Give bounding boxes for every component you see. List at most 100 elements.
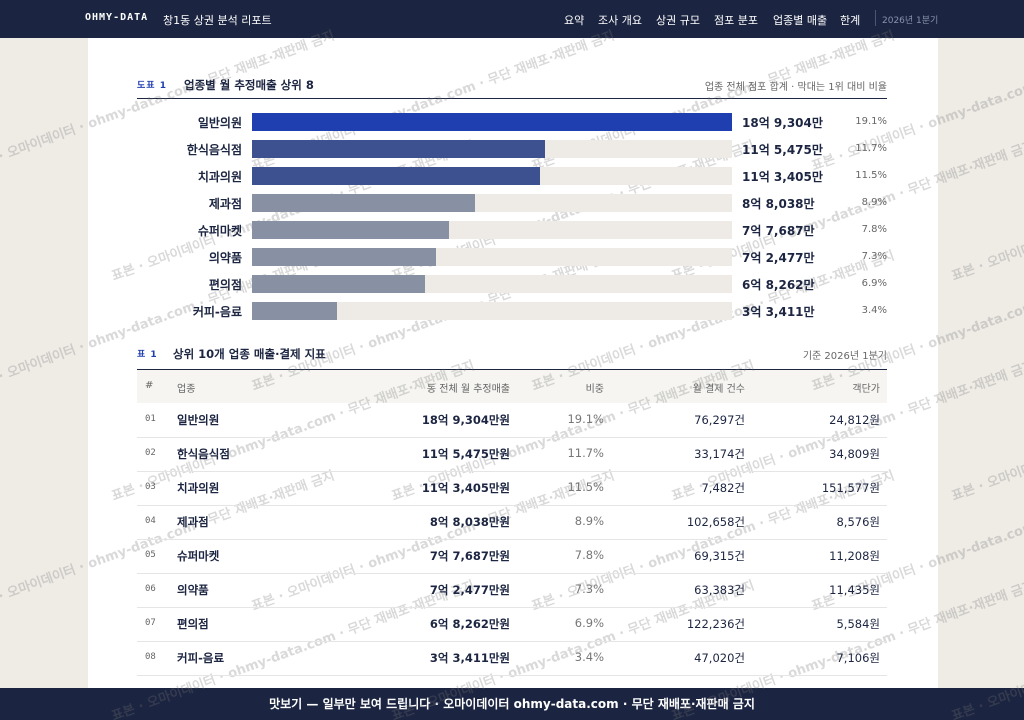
table-cell: 제과점 <box>177 515 209 529</box>
bar-track <box>252 302 732 320</box>
share-label: 7.8% <box>861 224 887 235</box>
report-title: 창1동 상권 분석 리포트 <box>163 14 272 27</box>
table-cell: 24,812원 <box>829 413 880 427</box>
table-cell: 7.3% <box>574 582 604 596</box>
table-cell: 7억 7,687만원 <box>429 549 510 563</box>
value-label: 11억 5,475만 <box>742 143 823 157</box>
table-cell: 34,809원 <box>829 447 880 461</box>
share-label: 11.5% <box>855 170 887 181</box>
column-header: # <box>145 380 154 391</box>
share-label: 6.9% <box>861 278 887 289</box>
table-cell: 47,020건 <box>694 651 745 665</box>
table-cell: 커피-음료 <box>177 651 225 665</box>
table-cell: 치과의원 <box>177 481 220 495</box>
period: 2026년 1분기 <box>882 16 939 26</box>
bar-label: 제과점 <box>208 197 242 211</box>
table-cell: 63,383건 <box>694 583 745 597</box>
watermark: 표본 · 오마이데이터 · ohmy-data.com · 무단 재배포·재판매… <box>949 138 1024 285</box>
column-header: 업종 <box>177 384 196 395</box>
table-cell: 11.7% <box>567 446 604 460</box>
table-cell: 8억 8,038만원 <box>429 515 510 529</box>
figure-tag: 도표 1 <box>137 81 167 91</box>
nav-link[interactable]: 상권 규모 <box>656 14 700 27</box>
value-label: 11억 3,405만 <box>742 170 823 184</box>
bar <box>252 275 426 293</box>
table-cell: 7억 2,477만원 <box>429 583 510 597</box>
table-header <box>137 369 887 403</box>
table-cell: 69,315건 <box>694 549 745 563</box>
table-cell: 3.4% <box>574 650 604 664</box>
table-cell: 11억 3,405만원 <box>421 481 510 495</box>
top-bar: OHMY-DATA 창1동 상권 분석 리포트 2026년 1분기 요약 조사 개… <box>0 0 1024 38</box>
bar-label: 치과의원 <box>197 170 242 184</box>
separator <box>875 10 876 26</box>
bar <box>252 167 540 185</box>
nav-link[interactable]: 한계 <box>840 14 861 27</box>
row-divider <box>137 471 887 472</box>
row-number: 03 <box>145 482 156 492</box>
table-cell: 7,482건 <box>701 481 745 495</box>
nav-link[interactable]: 업종별 매출 <box>773 14 828 27</box>
table-cell: 122,236건 <box>686 617 745 631</box>
row-divider <box>137 573 887 574</box>
table-cell: 102,658건 <box>686 515 745 529</box>
table-title: 상위 10개 업종 매출·결제 지표 <box>173 347 326 361</box>
share-label: 8.9% <box>861 197 887 208</box>
brand[interactable]: OHMY-DATA <box>85 12 149 23</box>
bar <box>252 221 449 239</box>
bar <box>252 194 476 212</box>
row-divider <box>137 675 887 676</box>
table-tag: 표 1 <box>137 350 158 360</box>
table-cell: 편의점 <box>177 617 209 631</box>
bar-label: 편의점 <box>208 278 242 292</box>
figure-title: 업종별 월 추정매출 상위 8 <box>184 78 314 92</box>
nav-link[interactable]: 조사 개요 <box>598 14 642 27</box>
bar-track <box>252 194 732 212</box>
share-label: 7.3% <box>861 251 887 262</box>
row-number: 02 <box>145 448 156 458</box>
table-cell: 슈퍼마켓 <box>177 549 220 563</box>
bar-track <box>252 248 732 266</box>
table-cell: 11.5% <box>567 480 604 494</box>
table-cell: 11,208원 <box>829 549 880 563</box>
row-number: 01 <box>145 414 156 424</box>
table-cell: 5,584원 <box>836 617 880 631</box>
share-label: 19.1% <box>855 116 887 127</box>
table-cell: 6억 8,262만원 <box>429 617 510 631</box>
row-number: 06 <box>145 584 156 594</box>
table-note: 기준 2026년 1분기 <box>802 351 887 362</box>
value-label: 18억 9,304만 <box>742 116 823 130</box>
bar <box>252 248 436 266</box>
table-cell: 11억 5,475만원 <box>421 447 510 461</box>
nav-link[interactable]: 요약 <box>564 14 585 27</box>
share-label: 11.7% <box>855 143 887 154</box>
bar-track <box>252 113 732 131</box>
table-cell: 7.8% <box>574 548 604 562</box>
table-cell: 8.9% <box>574 514 604 528</box>
bar-label: 슈퍼마켓 <box>197 224 242 238</box>
table-cell: 76,297건 <box>694 413 745 427</box>
bar-track <box>252 221 732 239</box>
footer: 맛보기 — 일부만 보여 드립니다 · 오마이데이터 ohmy-data.com… <box>0 688 1024 720</box>
rule <box>137 98 887 99</box>
row-number: 04 <box>145 516 156 526</box>
column-header: 비중 <box>585 384 604 395</box>
table-cell: 19.1% <box>567 412 604 426</box>
table-cell: 7,106원 <box>836 651 880 665</box>
table-cell: 3억 3,411만원 <box>429 651 510 665</box>
bar-label: 의약품 <box>208 251 242 265</box>
table-cell: 의약품 <box>177 583 209 597</box>
bar <box>252 302 337 320</box>
table-cell: 8,576원 <box>836 515 880 529</box>
nav-link[interactable]: 점포 분포 <box>714 14 758 27</box>
watermark: 표본 · 오마이데이터 · ohmy-data.com · 무단 재배포·재판매… <box>949 358 1024 505</box>
bar-track <box>252 275 732 293</box>
table-cell: 18억 9,304만원 <box>421 413 510 427</box>
table-cell: 6.9% <box>574 616 604 630</box>
column-header: 동 전체 월 추정매출 <box>426 384 510 395</box>
table-cell: 151,577원 <box>821 481 880 495</box>
row-divider <box>137 505 887 506</box>
row-divider <box>137 437 887 438</box>
row-divider <box>137 607 887 608</box>
